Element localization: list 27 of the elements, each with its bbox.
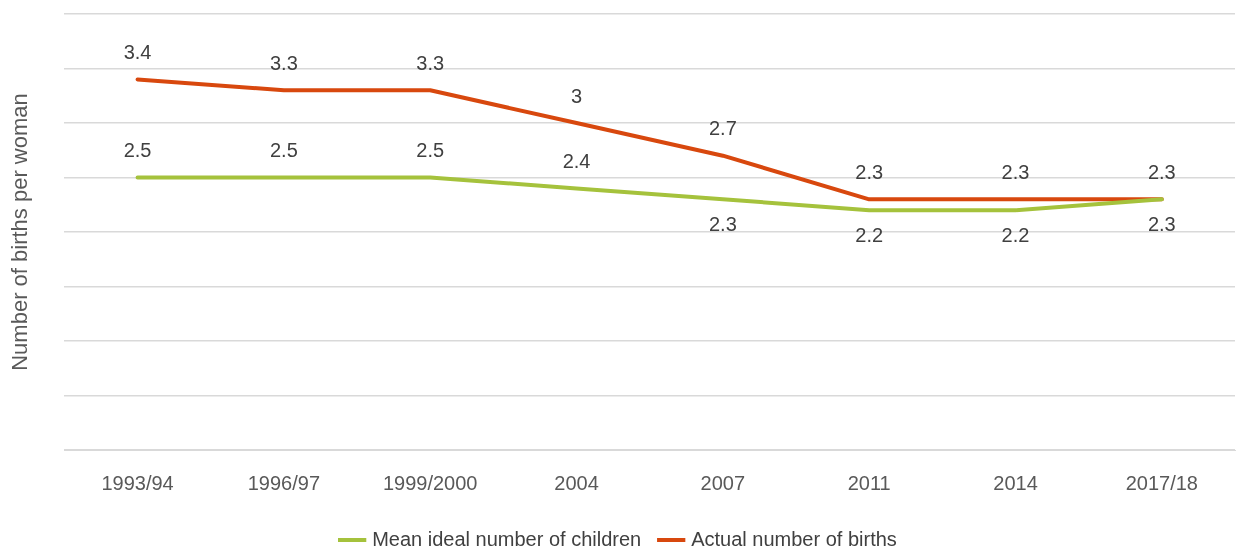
- data-label: 2.3: [855, 160, 884, 183]
- data-label: 2.3: [1001, 160, 1030, 183]
- x-tick-label: 2017/18: [1125, 471, 1198, 494]
- data-label: 2.4: [562, 149, 591, 172]
- data-label: 2.3: [1147, 212, 1176, 235]
- legend-label: Actual number of births: [691, 527, 897, 550]
- data-label: 2.3: [1147, 160, 1176, 183]
- data-label: 2.3: [708, 212, 737, 235]
- data-label: 2.5: [269, 139, 298, 162]
- x-tick-label: 1996/97: [247, 471, 321, 494]
- data-label: 2.5: [123, 139, 152, 162]
- data-label: 3: [570, 84, 583, 107]
- x-tick-label: 2011: [847, 471, 891, 494]
- x-tick-label: 1993/94: [101, 471, 174, 494]
- data-label: 2.2: [855, 223, 884, 246]
- data-label: 2.7: [708, 117, 737, 140]
- x-tick-label: 2007: [700, 471, 746, 494]
- x-tick-label: 2004: [554, 471, 599, 494]
- legend-label: Mean ideal number of children: [372, 527, 642, 550]
- y-axis-title: Number of births per woman: [7, 93, 33, 371]
- data-label: 2.2: [1001, 223, 1030, 246]
- x-tick-label: 2014: [993, 471, 1038, 494]
- data-label: 3.4: [123, 40, 152, 63]
- data-label: 3.3: [416, 51, 445, 74]
- data-label: 2.5: [416, 139, 445, 162]
- x-tick-label: 1999/2000: [382, 471, 478, 494]
- data-label: 3.3: [269, 51, 298, 74]
